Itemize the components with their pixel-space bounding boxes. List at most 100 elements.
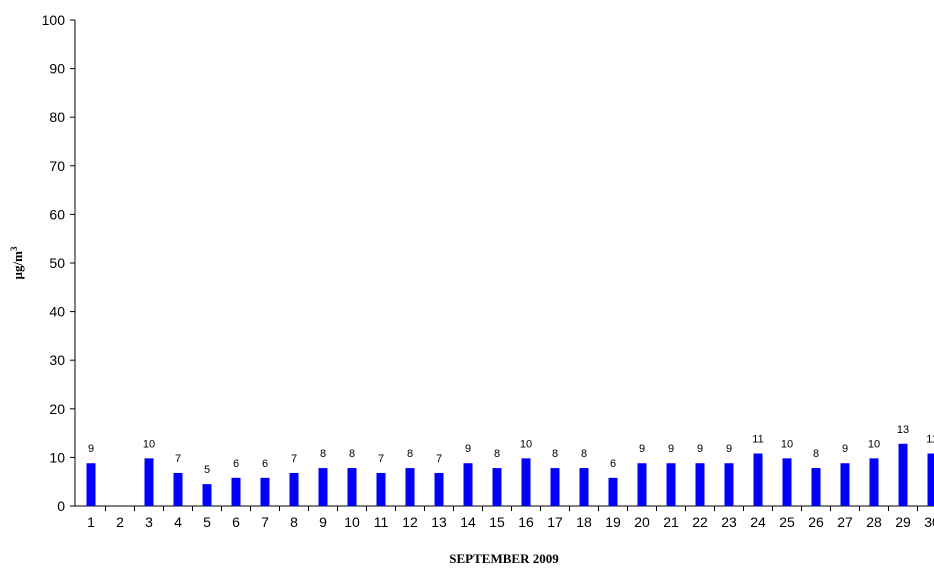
x-tick-label: 5	[203, 514, 211, 530]
x-tick-label: 6	[232, 514, 240, 530]
bar	[434, 472, 444, 506]
bar	[927, 453, 934, 506]
bar	[579, 468, 589, 506]
y-tick-label: 30	[49, 352, 65, 368]
bar	[898, 443, 908, 506]
data-label: 10	[781, 438, 793, 450]
y-tick-label: 20	[49, 401, 65, 417]
bar	[289, 472, 299, 506]
x-tick-label: 13	[431, 514, 447, 530]
y-axis-ticks: 0 10 20 30 40 50 60 70 80 90 100	[42, 12, 75, 514]
data-label: 9	[88, 443, 94, 455]
x-tick-label: 8	[290, 514, 298, 530]
x-tick-label: 23	[721, 514, 737, 530]
x-tick-label: 22	[692, 514, 708, 530]
data-label: 8	[407, 448, 413, 460]
data-label: 10	[868, 438, 880, 450]
x-tick-label: 2	[116, 514, 124, 530]
data-label: 8	[320, 448, 326, 460]
bar	[144, 458, 154, 506]
x-tick-label: 16	[518, 514, 534, 530]
data-label: 7	[436, 453, 442, 465]
y-tick-label: 100	[42, 12, 66, 28]
bar	[753, 453, 763, 506]
x-tick-label: 25	[779, 514, 795, 530]
y-tick-label: 60	[49, 206, 65, 222]
x-tick-label: 1	[87, 514, 95, 530]
y-axis-title-superscript: 3	[9, 246, 19, 251]
x-tick-label: 29	[895, 514, 911, 530]
bars	[86, 443, 934, 506]
x-tick-label: 14	[460, 514, 476, 530]
bar	[202, 484, 212, 506]
bar	[318, 468, 328, 506]
x-tick-label: 4	[174, 514, 182, 530]
data-label: 8	[552, 448, 558, 460]
y-tick-label: 40	[49, 304, 65, 320]
bar	[405, 468, 415, 506]
data-label: 11	[926, 434, 934, 446]
x-tick-label: 9	[319, 514, 327, 530]
data-label: 6	[262, 458, 268, 470]
data-label: 7	[378, 453, 384, 465]
data-label: 8	[581, 448, 587, 460]
x-tick-label: 28	[866, 514, 882, 530]
y-tick-label: 90	[49, 61, 65, 77]
data-labels: 9 10 7 5 6 6 7 8 8 7 8 7 9 8 10 8 8 6 9 9 9 9 11 10 8 9 10 13 11	[88, 424, 934, 476]
x-tick-label: 30	[924, 514, 934, 530]
data-label: 9	[465, 443, 471, 455]
bar	[869, 458, 879, 506]
x-tick-label: 26	[808, 514, 824, 530]
data-label: 9	[726, 443, 732, 455]
data-label: 5	[204, 464, 210, 476]
data-label: 9	[668, 443, 674, 455]
data-label: 6	[233, 458, 239, 470]
bar	[637, 463, 647, 506]
data-label: 9	[842, 443, 848, 455]
y-tick-label: 70	[49, 158, 65, 174]
x-tick-label: 20	[634, 514, 650, 530]
x-tick-label: 17	[547, 514, 563, 530]
data-label: 11	[752, 434, 763, 446]
y-axis-title: µg/m3	[9, 246, 25, 279]
bar	[724, 463, 734, 506]
bar	[86, 463, 96, 506]
bar	[840, 463, 850, 506]
x-tick-label: 15	[489, 514, 505, 530]
data-label: 8	[813, 448, 819, 460]
y-tick-label: 0	[57, 498, 65, 514]
bar	[376, 472, 386, 506]
data-label: 10	[143, 438, 155, 450]
data-label: 9	[639, 443, 645, 455]
bar	[231, 477, 241, 506]
bar	[782, 458, 792, 506]
data-label: 9	[697, 443, 703, 455]
data-label: 7	[175, 453, 181, 465]
x-tick-label: 11	[374, 514, 389, 530]
x-tick-label: 7	[261, 514, 269, 530]
x-axis-title: SEPTEMBER 2009	[449, 551, 559, 566]
x-tick-label: 21	[663, 514, 679, 530]
x-tick-label: 18	[576, 514, 592, 530]
bar	[173, 472, 183, 506]
y-tick-label: 80	[49, 109, 65, 125]
bar	[492, 468, 502, 506]
bar	[463, 463, 473, 506]
bar	[550, 468, 560, 506]
data-label: 8	[494, 448, 500, 460]
bar	[260, 477, 270, 506]
y-tick-label: 50	[49, 255, 65, 271]
y-axis-title-text: µg/m	[10, 251, 25, 280]
bar	[666, 463, 676, 506]
x-tick-label: 19	[605, 514, 621, 530]
x-tick-label: 27	[837, 514, 853, 530]
y-tick-label: 10	[49, 449, 65, 465]
x-tick-label: 3	[145, 514, 153, 530]
bar	[347, 468, 357, 506]
data-label: 10	[520, 438, 532, 450]
x-tick-label: 10	[344, 514, 360, 530]
data-label: 7	[291, 453, 297, 465]
x-tick-label: 12	[402, 514, 418, 530]
bar	[521, 458, 531, 506]
bar	[811, 468, 821, 506]
